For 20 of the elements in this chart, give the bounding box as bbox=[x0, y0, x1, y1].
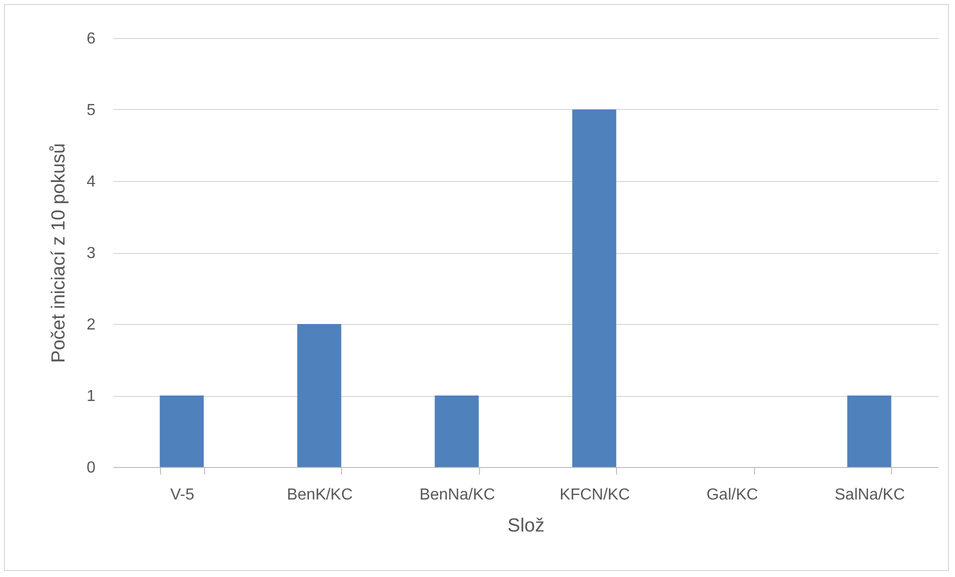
y-axis-title: Počet iniciací z 10 pokusů bbox=[48, 143, 70, 363]
y-tick-label: 4 bbox=[86, 174, 96, 190]
bar bbox=[572, 110, 616, 467]
y-tick-label: 1 bbox=[86, 388, 96, 405]
y-tick-label: 5 bbox=[86, 102, 96, 119]
y-tick-label: 6 bbox=[86, 30, 96, 48]
x-tick-label: BenNa/KC bbox=[419, 486, 496, 504]
bar bbox=[160, 396, 204, 467]
y-tick-label: 0 bbox=[86, 460, 96, 476]
x-tick-label: SalNa/KC bbox=[834, 486, 905, 504]
y-tick-label: 2 bbox=[86, 316, 96, 334]
bar bbox=[297, 324, 342, 467]
bar bbox=[434, 396, 479, 467]
x-tick-label: KFCN/KC bbox=[560, 486, 630, 504]
x-axis-title: Slož bbox=[508, 516, 544, 536]
y-tick-label: 3 bbox=[86, 245, 96, 262]
x-tick-label: BenK/KC bbox=[286, 486, 353, 504]
bar bbox=[847, 396, 892, 467]
x-tick-label: Gal/KC bbox=[706, 486, 758, 504]
x-tick-label: V-5 bbox=[170, 486, 194, 504]
